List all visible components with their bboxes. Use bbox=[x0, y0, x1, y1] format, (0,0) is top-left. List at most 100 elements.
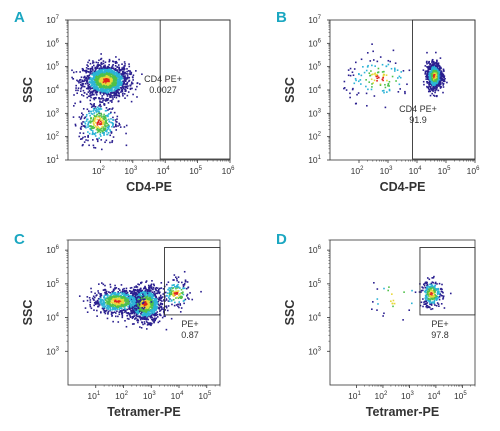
data-point bbox=[107, 132, 110, 134]
data-point bbox=[90, 106, 93, 108]
data-point bbox=[104, 78, 107, 80]
data-point bbox=[83, 85, 86, 88]
data-point bbox=[164, 291, 167, 294]
data-point bbox=[145, 328, 148, 330]
data-point bbox=[79, 78, 82, 81]
data-point bbox=[95, 80, 98, 83]
data-point bbox=[124, 291, 126, 293]
data-point bbox=[103, 311, 106, 314]
data-point bbox=[430, 84, 433, 86]
data-point bbox=[130, 295, 133, 298]
data-point bbox=[87, 61, 89, 64]
data-point bbox=[156, 292, 159, 295]
data-point bbox=[173, 279, 175, 281]
data-point bbox=[83, 80, 85, 83]
data-point bbox=[433, 80, 436, 83]
data-point bbox=[136, 286, 139, 288]
data-point bbox=[442, 76, 445, 78]
data-point bbox=[85, 115, 88, 118]
data-point bbox=[157, 291, 159, 294]
data-point bbox=[145, 321, 148, 323]
data-point bbox=[111, 108, 113, 110]
data-point bbox=[110, 88, 113, 91]
data-point bbox=[128, 313, 131, 316]
data-point bbox=[99, 293, 101, 295]
data-point bbox=[88, 76, 91, 79]
data-point bbox=[356, 93, 358, 96]
data-point bbox=[99, 107, 102, 110]
data-point bbox=[165, 299, 168, 301]
data-point bbox=[107, 311, 109, 314]
data-point bbox=[155, 296, 157, 299]
data-point bbox=[110, 71, 112, 74]
data-point bbox=[104, 64, 106, 67]
data-point bbox=[103, 303, 106, 305]
data-point bbox=[114, 287, 117, 290]
data-point bbox=[428, 79, 430, 81]
data-point bbox=[185, 280, 187, 283]
data-point bbox=[120, 74, 123, 77]
data-point bbox=[122, 86, 125, 88]
data-point bbox=[104, 291, 106, 294]
data-point bbox=[101, 74, 104, 77]
data-point bbox=[103, 79, 106, 82]
data-point bbox=[142, 304, 144, 307]
data-point bbox=[101, 130, 104, 133]
data-point bbox=[87, 68, 89, 70]
data-point bbox=[155, 312, 157, 314]
data-point bbox=[159, 296, 162, 298]
data-point bbox=[435, 70, 438, 73]
data-point bbox=[146, 293, 149, 295]
data-point bbox=[95, 107, 97, 110]
data-point bbox=[74, 123, 77, 126]
data-point bbox=[432, 87, 435, 90]
data-point bbox=[116, 90, 118, 92]
data-point bbox=[428, 75, 431, 77]
data-point bbox=[81, 123, 83, 126]
data-point bbox=[434, 68, 436, 71]
data-point bbox=[436, 77, 438, 80]
data-point bbox=[136, 318, 139, 321]
data-point bbox=[118, 58, 120, 61]
data-point bbox=[437, 79, 440, 82]
data-point bbox=[96, 113, 98, 116]
data-point bbox=[136, 299, 138, 302]
data-point bbox=[124, 319, 126, 322]
data-point bbox=[149, 285, 151, 288]
data-point bbox=[93, 309, 95, 311]
data-point bbox=[80, 83, 82, 86]
data-point bbox=[107, 78, 110, 81]
data-point bbox=[123, 126, 126, 128]
data-point bbox=[366, 66, 369, 68]
data-point bbox=[117, 291, 119, 293]
data-point bbox=[152, 292, 155, 295]
data-point bbox=[86, 118, 88, 121]
data-point bbox=[86, 79, 89, 82]
data-point bbox=[107, 91, 110, 93]
data-point bbox=[140, 282, 142, 285]
data-point bbox=[162, 288, 165, 290]
data-point bbox=[95, 71, 97, 74]
data-point bbox=[126, 303, 128, 306]
data-point bbox=[182, 293, 185, 296]
data-point bbox=[169, 287, 172, 289]
data-point bbox=[159, 314, 162, 317]
data-point bbox=[149, 302, 152, 304]
data-point bbox=[428, 72, 430, 75]
x-tick-label: 104 bbox=[157, 166, 170, 176]
data-point bbox=[125, 293, 128, 296]
data-point bbox=[92, 78, 94, 81]
data-point bbox=[130, 303, 133, 305]
data-point bbox=[109, 78, 112, 81]
data-point bbox=[139, 326, 141, 328]
data-point bbox=[127, 76, 130, 79]
data-point bbox=[135, 310, 137, 313]
data-point bbox=[173, 284, 175, 286]
data-point bbox=[132, 302, 134, 305]
data-point bbox=[441, 82, 444, 84]
data-point bbox=[131, 304, 134, 307]
data-point bbox=[89, 122, 92, 124]
data-point bbox=[433, 70, 436, 72]
data-point bbox=[92, 295, 95, 298]
data-point bbox=[158, 320, 161, 323]
